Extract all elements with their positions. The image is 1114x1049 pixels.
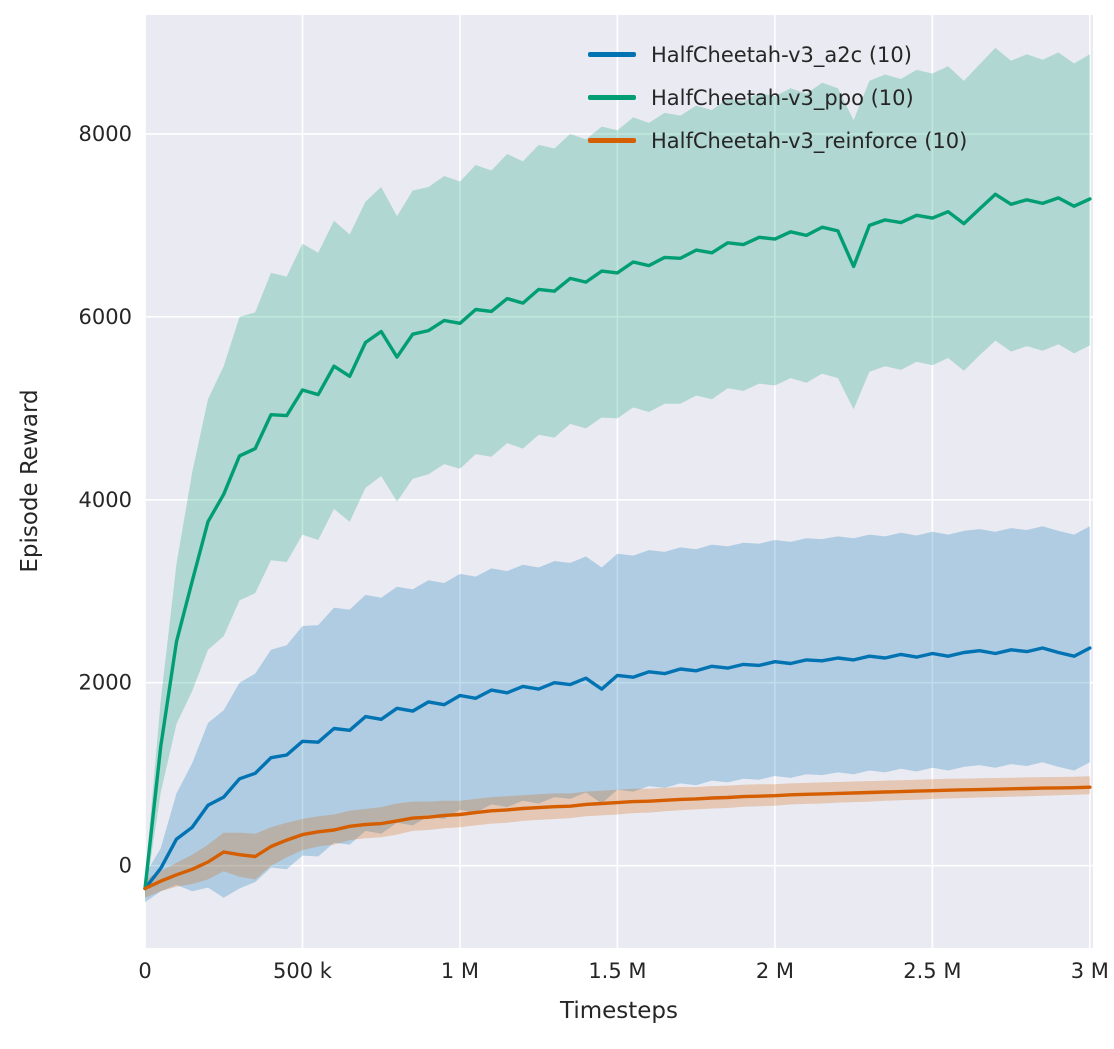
legend-item-ppo: HalfCheetah-v3_ppo (10)	[588, 76, 967, 119]
y-tick-label: 0	[119, 854, 132, 878]
y-tick-label: 2000	[79, 671, 132, 695]
legend-item-a2c: HalfCheetah-v3_a2c (10)	[588, 33, 967, 76]
series-line	[143, 785, 1092, 891]
y-tick-label: 8000	[79, 122, 132, 146]
legend-item-reinforce: HalfCheetah-v3_reinforce (10)	[588, 119, 967, 162]
x-tick-label: 2 M	[756, 959, 794, 983]
legend-label-a2c: HalfCheetah-v3_a2c (10)	[651, 42, 912, 67]
x-tick-label: 500 k	[273, 959, 333, 983]
x-tick-label: 1.5 M	[588, 959, 646, 983]
series-line	[143, 192, 1092, 891]
ppo-line-swatch-icon	[588, 95, 636, 100]
confidence-band	[145, 526, 1090, 903]
x-tick-label: 0	[138, 959, 151, 983]
x-axis-label: Timesteps	[559, 998, 679, 1024]
legend: HalfCheetah-v3_a2c (10) HalfCheetah-v3_p…	[588, 33, 967, 162]
confidence-band	[145, 47, 1090, 898]
x-tick-label: 1 M	[441, 959, 479, 983]
x-tick-label: 2.5 M	[903, 959, 961, 983]
legend-label-reinforce: HalfCheetah-v3_reinforce (10)	[651, 128, 968, 153]
reinforce-line-swatch-icon	[588, 138, 636, 143]
y-tick-label: 4000	[79, 488, 132, 512]
legend-label-ppo: HalfCheetah-v3_ppo (10)	[651, 85, 914, 110]
y-axis-label: Episode Reward	[17, 389, 43, 573]
series-line	[143, 646, 1092, 891]
x-tick-label: 3 M	[1071, 959, 1109, 983]
y-tick-label: 6000	[79, 305, 132, 329]
a2c-line-swatch-icon	[588, 52, 636, 57]
